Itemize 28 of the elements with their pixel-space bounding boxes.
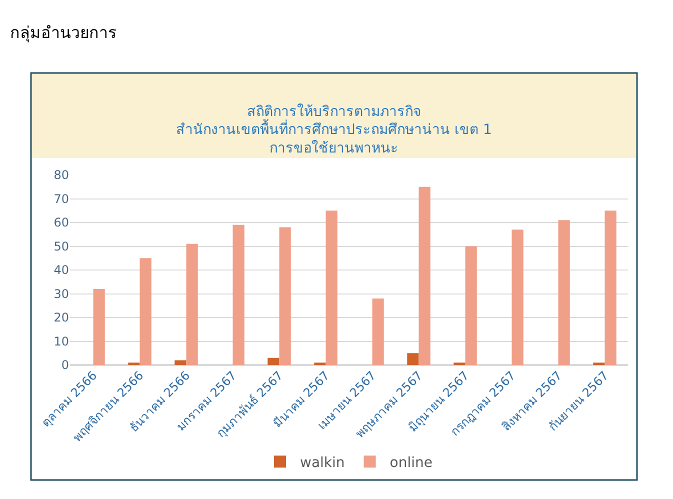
bar xyxy=(93,289,105,365)
bar xyxy=(268,358,280,365)
y-tick-label: 50 xyxy=(54,239,69,254)
y-tick-label: 70 xyxy=(54,192,69,206)
bar xyxy=(407,353,419,365)
y-tick-label: 10 xyxy=(54,334,69,348)
bar xyxy=(418,186,430,365)
bar xyxy=(279,227,291,365)
bar xyxy=(232,224,244,365)
bar xyxy=(465,246,477,365)
legend-label: walkin xyxy=(300,455,345,472)
bar xyxy=(604,210,616,365)
y-tick-label: 20 xyxy=(54,310,69,325)
bar xyxy=(140,258,152,365)
legend-label: online xyxy=(390,455,433,472)
y-tick-label: 40 xyxy=(54,263,69,278)
bar xyxy=(186,244,198,365)
bar xyxy=(558,220,570,365)
y-tick-label: 0 xyxy=(61,358,69,372)
y-tick-label: 80 xyxy=(54,168,69,182)
chart-title: สถิติการให้บริการตามภารกิจ สำนักงานเขตพื้นที่การศึกษาประถมศึกษาน่าน เขต 1 การขอใช้ยานพาหนะ xyxy=(176,103,492,156)
y-tick-label: 30 xyxy=(54,286,69,301)
bar xyxy=(326,210,338,365)
bar xyxy=(372,298,384,365)
text: กลุ่มอำนวยการ xyxy=(10,23,117,43)
bar xyxy=(174,360,186,365)
bar xyxy=(512,230,524,365)
y-tick-label: 60 xyxy=(54,216,69,230)
